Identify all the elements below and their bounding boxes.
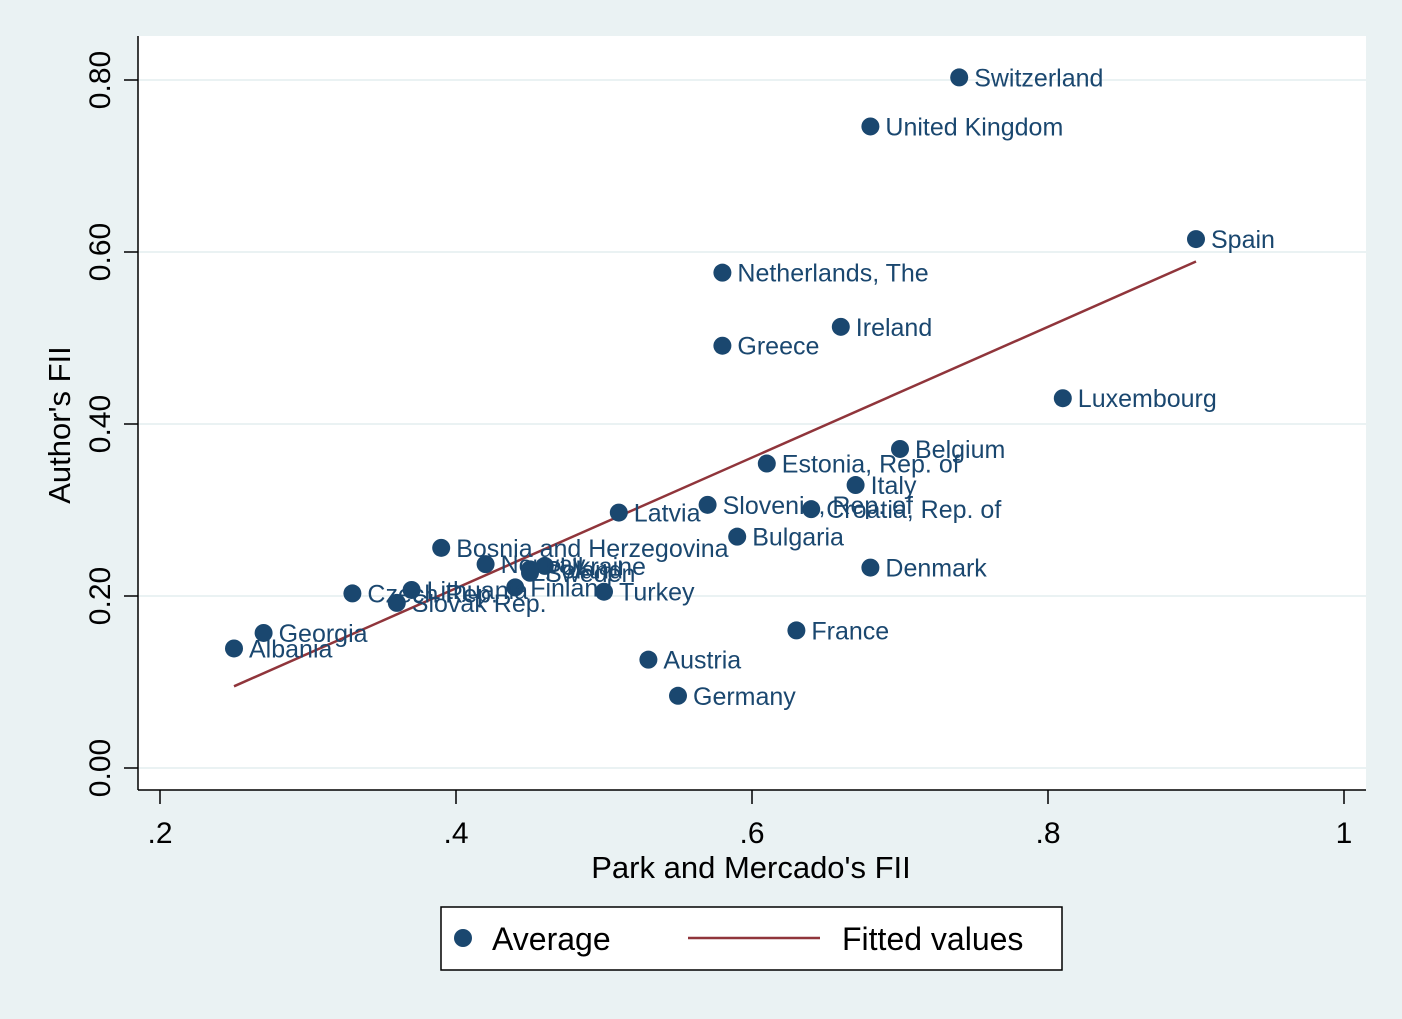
point-france [787,621,806,640]
point-albania [225,639,243,658]
y-tick-label: 0.60 [84,223,117,281]
y-tick-label: 0.20 [84,567,117,625]
point-turkey [595,582,613,601]
legend-marker-average [454,929,472,947]
legend: Average Fitted values [440,906,1063,971]
point-greece [713,336,732,355]
point-switzerland [950,68,969,87]
y-tick-label: 0.80 [84,51,117,109]
point-label-ireland: Ireland [856,314,932,342]
point-croatia-rep-of [802,500,821,519]
fitted-line [233,260,1197,688]
point-italy [846,476,865,495]
point-label-estonia-rep-of: Estonia, Rep. of [782,451,960,479]
point-denmark [861,558,880,577]
point-bosnia-and-herzegovina [432,538,451,557]
x-axis-title: Park and Mercado's FII [591,850,911,885]
point-united-kingdom [861,117,880,136]
x-tick-label: .4 [443,817,468,850]
fitted-line-group [233,260,1197,688]
point-label-belgium: Belgium [915,436,1005,464]
point-label-bulgaria: Bulgaria [752,524,844,552]
point-sweden [521,563,539,582]
legend-label-average: Average [492,921,611,957]
point-label-italy: Italy [871,472,917,500]
point-bulgaria [728,527,747,546]
point-label-latvia: Latvia [634,500,701,528]
point-lithuania [402,580,421,599]
point-austria [639,650,658,669]
point-czech-rep [343,584,362,603]
plot-area [138,36,1366,790]
point-spain [1187,230,1205,249]
point-label-greece: Greece [737,333,819,361]
point-ukraine [535,556,554,575]
x-tick-label: .8 [1035,817,1060,850]
point-label-denmark: Denmark [885,555,987,583]
point-norway [476,555,495,574]
point-label-poland: Poland [545,556,623,584]
point-georgia [254,623,273,642]
point-slovenia-rep-of [698,495,717,514]
point-label-albania: Albania [249,635,332,663]
point-luxembourg [1053,389,1072,408]
point-label-netherlands-the: Netherlands, The [737,260,928,288]
point-estonia-rep-of [757,454,776,473]
point-label-switzerland: Switzerland [974,64,1103,92]
y-axis-title: Author's FII [42,346,77,504]
y-tick-label: 0.00 [84,739,117,797]
point-netherlands-the [713,263,732,282]
point-slovak-rep [387,593,406,612]
x-tick-label: .2 [147,817,172,850]
point-belgium [891,439,909,458]
point-label-croatia-rep-of: Croatia, Rep. of [826,496,1001,524]
axes-group: 0.00 0.20 0.40 0.60 0.80 .2 .4 .6 .8 1 [84,36,1366,850]
point-label-luxembourg: Luxembourg [1078,385,1217,413]
point-label-austria: Austria [663,647,741,675]
x-tick-label: .6 [739,817,764,850]
grid-lines [138,79,1366,769]
point-label-lithuania: Lithuania [427,577,529,605]
point-label-spain: Spain [1211,226,1275,254]
point-label-sweden: Sweden [545,560,635,588]
points-group: Switzerland United Kingdom Spain Netherland… [225,64,1275,711]
y-tick-label: 0.40 [84,395,117,453]
x-tick-label: 1 [1336,817,1353,850]
point-label-bosnia-and-herzegovina: Bosnia and Herzegovina [456,535,728,563]
point-label-france: France [811,617,889,645]
point-label-georgia: Georgia [279,620,368,648]
point-label-ukraine: Ukraine [560,553,646,581]
point-label-slovak-rep: Slovak Rep. [412,590,547,618]
point-label-united-kingdom: United Kingdom [885,113,1063,141]
legend-label-fitted: Fitted values [842,921,1023,957]
point-germany [669,686,687,705]
point-latvia [609,503,628,522]
point-label-turkey: Turkey [619,579,695,607]
point-label-germany: Germany [693,683,796,711]
point-ireland [831,317,850,336]
point-finland [506,578,525,597]
